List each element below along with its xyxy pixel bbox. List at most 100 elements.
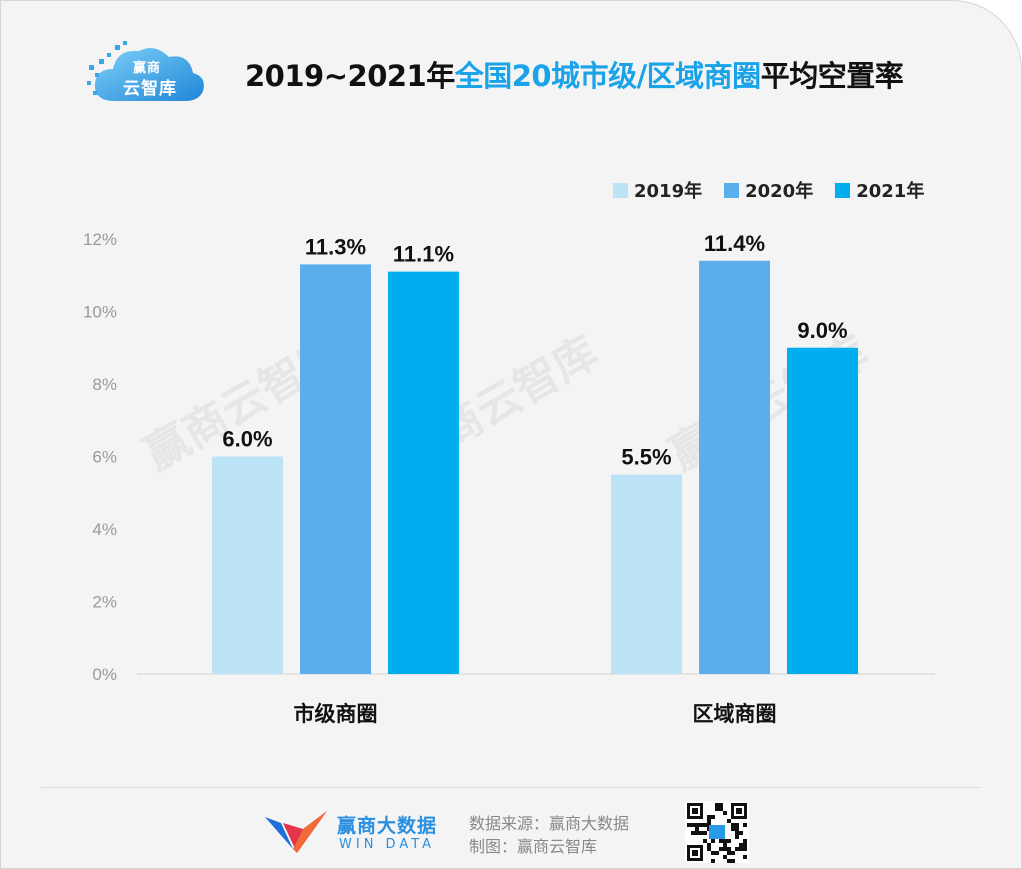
qr-module-14-11 <box>743 847 747 851</box>
bar-0-0 <box>212 456 283 674</box>
page-title: 2019~2021年全国20城市级/区域商圈平均空置率 <box>245 53 904 95</box>
qr-module-12-5 <box>735 823 739 827</box>
logo-text-line1: 赢商 <box>133 61 162 76</box>
bar-chart: 赢商云智库赢商云智库赢商云智库0%2%4%6%8%10%12%6.0%11.3%… <box>83 230 935 726</box>
source-credits: 数据来源：赢商大数据 制图：赢商云智库 <box>469 812 629 858</box>
qr-module-8-1 <box>719 807 723 811</box>
windata-brand-sub: WIN DATA <box>339 837 436 852</box>
legend-swatch-2020 <box>724 182 740 198</box>
qr-finder-core-0 <box>692 808 698 814</box>
legend-item-2020: 2020年 <box>724 177 813 203</box>
qr-module-2-7 <box>695 831 699 835</box>
qr-module-12-6 <box>735 827 739 831</box>
qr-module-5-3 <box>707 815 711 819</box>
qr-module-10-9 <box>727 839 731 843</box>
data-label-1-0: 5.5% <box>621 445 671 470</box>
qr-finder-core-1 <box>736 808 742 814</box>
qr-module-13-10 <box>739 843 743 847</box>
logo-text-line2: 云智库 <box>123 79 177 99</box>
qr-module-0-5 <box>687 823 691 827</box>
bar-1-0 <box>611 474 682 674</box>
legend-label-2019: 2019年 <box>634 181 703 202</box>
windata-logo <box>265 811 327 853</box>
source-line: 数据来源：赢商大数据 <box>469 814 630 833</box>
qr-module-14-10 <box>743 843 747 847</box>
y-tick-label-0: 0% <box>92 665 117 684</box>
qr-code[interactable] <box>685 801 749 863</box>
x-category-label-0: 市级商圈 <box>294 702 378 726</box>
qr-module-9-13 <box>723 855 727 859</box>
qr-center-logo <box>709 825 725 839</box>
bar-1-2 <box>787 347 858 674</box>
qr-module-14-9 <box>743 839 747 843</box>
qr-module-11-6 <box>731 827 735 831</box>
qr-module-13-7 <box>739 831 743 835</box>
legend-swatch-2019 <box>613 182 628 198</box>
qr-module-10-12 <box>727 851 731 855</box>
y-tick-label-3: 6% <box>92 448 117 467</box>
qr-module-9-9 <box>723 839 727 843</box>
x-category-label-1: 区域商圈 <box>693 702 777 726</box>
credit-line: 制图：赢商云智库 <box>469 837 598 856</box>
data-label-0-1: 11.3% <box>305 234 366 259</box>
qr-module-10-14 <box>727 859 731 863</box>
qr-module-11-5 <box>731 823 735 827</box>
title-prefix: 2019~2021年 <box>245 59 455 93</box>
qr-module-1-5 <box>691 823 695 827</box>
qr-module-5-10 <box>707 843 711 847</box>
qr-module-5-11 <box>707 847 711 851</box>
qr-module-11-12 <box>731 851 735 855</box>
legend-item-2021: 2021年 <box>835 177 924 203</box>
title-suffix: 平均空置率 <box>760 59 904 93</box>
data-label-0-0: 6.0% <box>222 427 272 452</box>
qr-module-10-11 <box>727 847 731 851</box>
bar-0-1 <box>300 264 371 674</box>
qr-module-8-9 <box>719 839 723 843</box>
legend-item-2019: 2019年 <box>613 177 702 203</box>
qr-module-9-10 <box>723 843 727 847</box>
qr-module-9-2 <box>723 811 727 815</box>
qr-module-12-8 <box>735 835 739 839</box>
chart-legend: 2019年 2020年 2021年 <box>613 177 924 203</box>
data-label-1-2: 9.0% <box>797 318 847 343</box>
bar-1-1 <box>699 260 770 674</box>
qr-module-10-4 <box>727 819 731 823</box>
qr-module-6-3 <box>711 815 715 819</box>
qr-module-11-14 <box>731 859 735 863</box>
qr-module-2-6 <box>695 827 699 831</box>
qr-module-6-9 <box>711 839 715 843</box>
qr-module-7-1 <box>715 807 719 811</box>
legend-swatch-2021 <box>835 182 851 198</box>
windata-brand-name: 赢商大数据 <box>337 815 438 837</box>
qr-module-2-5 <box>695 823 699 827</box>
qr-module-3-5 <box>699 823 703 827</box>
footer-divider <box>41 787 981 788</box>
qr-module-13-11 <box>739 847 743 851</box>
qr-module-14-5 <box>743 823 747 827</box>
qr-module-6-12 <box>711 851 715 855</box>
title-highlight: 全国20城市级/区域商圈 <box>454 59 761 93</box>
y-tick-label-1: 2% <box>92 593 117 612</box>
qr-module-14-13 <box>743 855 747 859</box>
qr-module-8-0 <box>719 803 723 807</box>
qr-module-12-11 <box>735 847 739 851</box>
qr-module-1-7 <box>691 831 695 835</box>
qr-module-9-11 <box>723 847 727 851</box>
qr-module-4-9 <box>703 839 707 843</box>
qr-module-5-4 <box>707 819 711 823</box>
legend-label-2021: 2021年 <box>856 181 925 202</box>
legend-label-2020: 2020年 <box>745 181 814 202</box>
qr-module-3-7 <box>699 831 703 835</box>
qr-module-4-5 <box>703 823 707 827</box>
y-tick-label-5: 10% <box>83 303 117 322</box>
qr-module-7-12 <box>715 851 719 855</box>
bar-0-2 <box>388 271 459 674</box>
data-label-1-1: 11.4% <box>704 231 765 256</box>
y-tick-label-6: 12% <box>83 230 117 249</box>
qr-module-6-14 <box>711 859 715 863</box>
qr-module-4-7 <box>703 831 707 835</box>
qr-module-12-7 <box>735 831 739 835</box>
qr-module-8-11 <box>719 847 723 851</box>
y-tick-label-4: 8% <box>92 375 117 394</box>
